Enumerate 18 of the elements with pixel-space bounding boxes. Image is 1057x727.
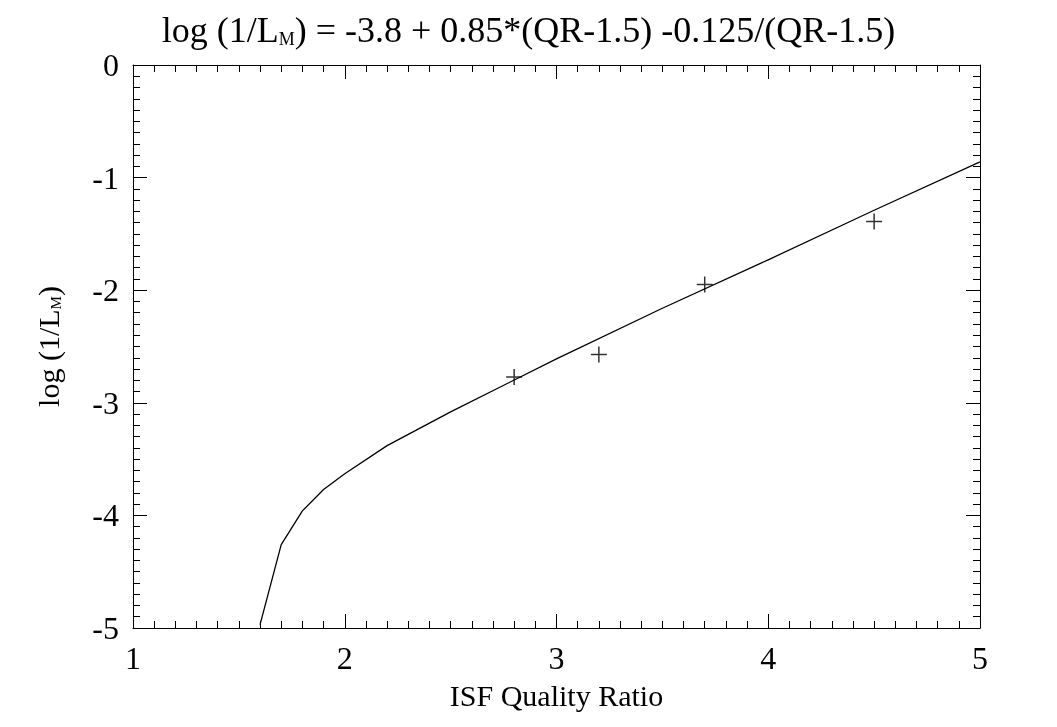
chart-title: log (1/LM) = -3.8 + 0.85*(QR-1.5) -0.125/(QR-1.5) — [161, 10, 896, 51]
y-tick-label: -2 — [92, 272, 119, 309]
x-tick-label: 5 — [972, 640, 988, 676]
y-tick-label: -3 — [92, 384, 119, 421]
y-axis-title: log (1/LM) — [31, 286, 66, 407]
x-axis-title: ISF Quality Ratio — [449, 678, 664, 712]
y-tick-label: 0 — [103, 47, 119, 83]
x-tick-label: 1 — [125, 640, 141, 676]
x-tick-label: 3 — [548, 640, 565, 676]
x-tick-label: 4 — [760, 640, 777, 676]
x-tick-label: 2 — [336, 640, 353, 676]
point — [505, 368, 523, 386]
point — [695, 275, 714, 294]
point — [590, 345, 608, 364]
y-tick-label: -4 — [92, 497, 119, 534]
y-tick-label: -1 — [92, 159, 119, 196]
y-tick-label: -5 — [92, 610, 119, 646]
point — [865, 212, 883, 231]
